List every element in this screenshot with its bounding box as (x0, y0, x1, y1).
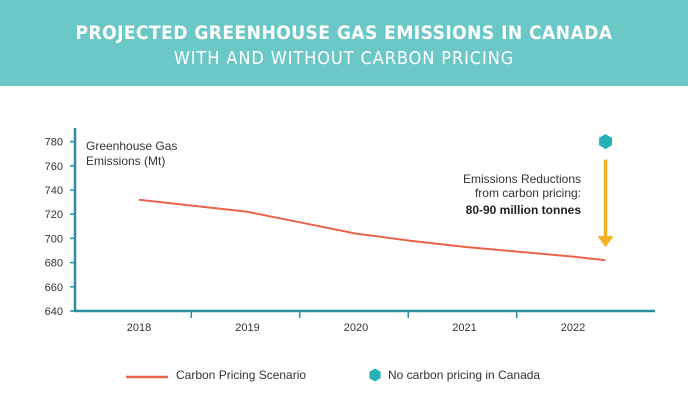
y-tick-label: 780 (45, 137, 63, 149)
y-axis-label-line2: Emissions (Mt) (86, 154, 165, 168)
x-tick-label: 2018 (127, 322, 151, 334)
legend-hexagon-swatch (369, 368, 381, 382)
y-tick-label: 680 (45, 258, 63, 270)
annotation-line2: from carbon pricing: (475, 186, 581, 200)
no-carbon-pricing-point (599, 134, 612, 150)
x-tick-label: 2019 (235, 322, 259, 334)
y-tick-label: 700 (45, 233, 63, 245)
y-tick-label: 640 (45, 306, 63, 318)
annotation-line1: Emissions Reductions (463, 172, 581, 186)
x-tick-label: 2022 (561, 322, 585, 334)
series-line-carbon-pricing (138, 198, 606, 262)
legend: Carbon Pricing Scenario No carbon pricin… (126, 368, 540, 382)
legend-label-carbon-pricing: Carbon Pricing Scenario (176, 368, 306, 382)
y-tick-label: 660 (45, 282, 63, 294)
x-tick-label: 2020 (344, 322, 368, 334)
chart-subtitle: WITH AND WITHOUT CARBON PRICING (173, 48, 515, 69)
y-tick-label: 760 (45, 161, 63, 173)
reduction-arrow-head (597, 236, 614, 248)
x-tick-label: 2021 (452, 322, 476, 334)
title-banner: PROJECTED GREENHOUSE GAS EMISSIONS IN CA… (0, 0, 688, 86)
chart-title: PROJECTED GREENHOUSE GAS EMISSIONS IN CA… (75, 22, 613, 44)
legend-label-no-carbon-pricing: No carbon pricing in Canada (388, 368, 540, 382)
y-axis-label-line1: Greenhouse Gas (86, 139, 177, 153)
y-tick-label: 720 (45, 209, 63, 221)
annotation-line3: 80-90 million tonnes (466, 203, 582, 217)
y-tick-label: 740 (45, 185, 63, 197)
